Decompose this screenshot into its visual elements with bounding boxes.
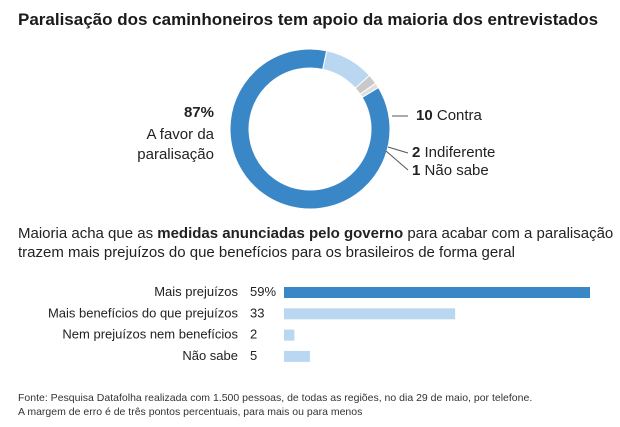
source-line2: A margem de erro é de três pontos percen…: [18, 406, 363, 418]
contra-number: 10: [416, 107, 433, 124]
naosabe-text: Não sabe: [424, 162, 489, 179]
bar-category-label: Não sabe: [182, 348, 238, 363]
naosabe-number: 1: [412, 162, 421, 179]
contra-label: 10 Contra: [416, 106, 482, 126]
bar-rect: [284, 329, 295, 341]
bar-rect: [284, 350, 310, 362]
bar-rect: [284, 287, 590, 298]
bar-chart-subtitle: Maioria acha que as medidas anunciadas p…: [18, 224, 618, 262]
favor-label-line2: paralisação: [137, 146, 214, 163]
bar-value-label: 5: [250, 348, 257, 363]
indiferente-leader-line: [387, 146, 409, 154]
bar-chart: Mais prejuízos 59% Mais benefícios do que …: [48, 284, 590, 363]
contra-text: Contra: [436, 107, 482, 124]
subtitle-part1: Maioria acha que as: [18, 225, 158, 242]
indiferente-label: 2 Indiferente: [412, 143, 495, 163]
bar-value-label: 2: [250, 327, 257, 342]
source-note: Fonte: Pesquisa Datafolha realizada com …: [18, 391, 532, 419]
donut-slice-favor: [229, 48, 391, 210]
subtitle-part2: para acabar com a paralisação trazem mai…: [18, 225, 614, 261]
favor-percent: 87%: [183, 104, 214, 121]
bar-value-label: 59%: [250, 284, 276, 299]
subtitle-bold: medidas anunciadas pelo governo: [157, 225, 404, 242]
source-line1: Fonte: Pesquisa Datafolha realizada com …: [18, 392, 533, 404]
donut-chart: [229, 48, 409, 210]
favor-label-line1: A favor da: [146, 126, 214, 143]
bar-category-label: Mais prejuízos: [154, 284, 238, 299]
bar-value-label: 33: [250, 305, 264, 320]
indiferente-text: Indiferente: [424, 144, 496, 161]
indiferente-number: 2: [412, 144, 421, 161]
naosabe-leader-line: [385, 150, 409, 171]
chart-title: Paralisação dos caminhoneiros tem apoio …: [18, 10, 599, 29]
favor-label: A favor da paralisação: [120, 125, 214, 165]
naosabe-label: 1 Não sabe: [412, 161, 489, 181]
bar-category-label: Mais benefícios do que prejuízos: [48, 305, 239, 320]
bar-category-label: Nem prejuízos nem benefícios: [62, 327, 238, 342]
bar-rect: [284, 308, 456, 320]
